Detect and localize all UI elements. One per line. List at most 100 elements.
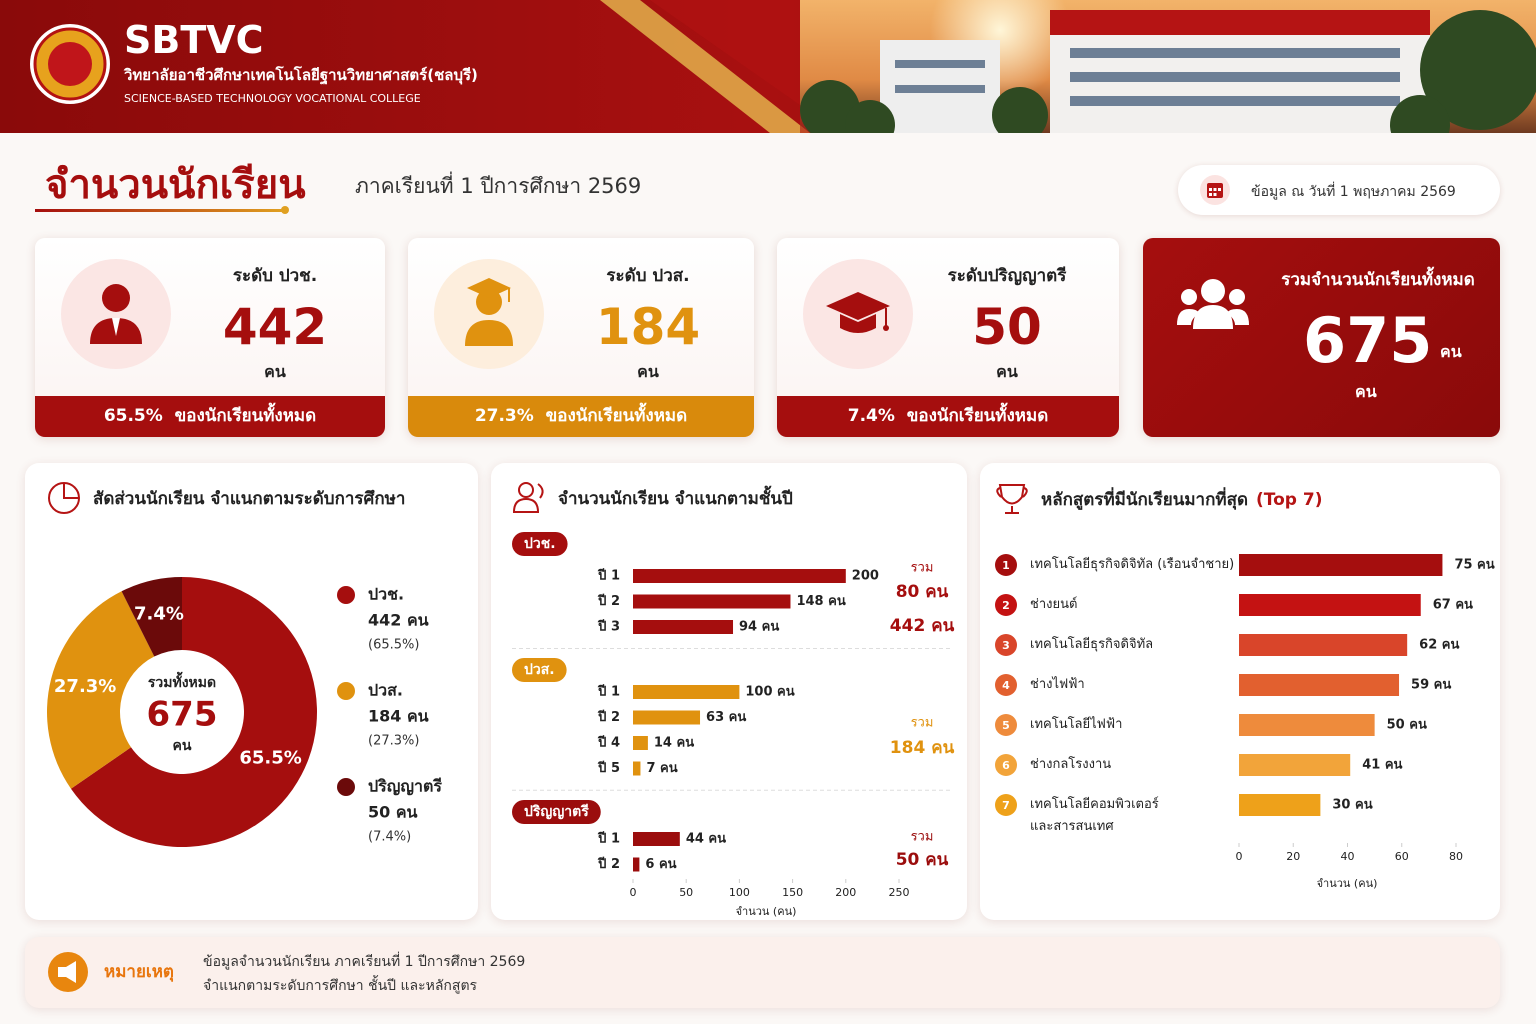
stat-card: ระดับปริญญาตรี 50 คน 7.4% ของนักเรียนทั้… <box>777 238 1119 437</box>
legend-label: ปริญญาตรี <box>368 777 442 797</box>
bar <box>633 620 734 634</box>
group-label: ปริญญาตรี <box>524 804 589 820</box>
bar <box>633 761 641 776</box>
value-label: 59 คน <box>1411 678 1451 693</box>
rank-number: 4 <box>1002 679 1010 692</box>
row-label: ปี 4 <box>597 735 620 751</box>
legend-label: ปวส. <box>368 681 403 700</box>
row-label: ปี 2 <box>597 709 620 725</box>
rank-badge <box>995 674 1017 696</box>
x-axis-label: จำนวน (คน) <box>1317 877 1378 890</box>
bar <box>1239 754 1351 776</box>
group-pill <box>512 532 568 556</box>
group-total: รวม <box>911 716 934 731</box>
card-icon <box>434 259 544 369</box>
card-icon <box>61 259 171 369</box>
legend-percent: (65.5%) <box>368 638 419 653</box>
rank-badge <box>995 754 1017 776</box>
rank-badge <box>995 634 1017 656</box>
rank-badge <box>995 594 1017 616</box>
chart-title: สัดส่วนนักเรียน จำแนกตามระดับการศึกษา <box>93 488 405 509</box>
slice-label: 65.5% <box>239 747 301 768</box>
value-label: 6 คน <box>645 857 676 872</box>
value-label: 67 คน <box>1433 598 1473 613</box>
rank-number: 2 <box>1002 599 1010 612</box>
row-label: ปี 2 <box>597 856 620 872</box>
slice-label: 7.4% <box>134 604 184 625</box>
row-label: ปี 1 <box>597 568 620 584</box>
legend-swatch <box>337 586 355 604</box>
value-label: 41 คน <box>1362 758 1402 773</box>
group-label: ปวช. <box>524 536 556 552</box>
page-title: จำนวนนักเรียน <box>45 162 306 208</box>
card-unit: คน <box>996 362 1018 381</box>
pie-slice <box>121 577 182 657</box>
legend-count: 50 คน <box>368 803 418 822</box>
category-label: เทคโนโลยีไฟฟ้า <box>1030 717 1123 732</box>
pie-slice <box>70 577 318 847</box>
legend-swatch <box>337 778 355 796</box>
x-tick-label: 0 <box>630 886 637 899</box>
title-main: หลักสูตรที่มีนักเรียนมากที่สุด <box>1041 487 1248 511</box>
bar <box>1239 554 1443 576</box>
rank-badge <box>995 714 1017 736</box>
card-footer: 7.4% ของนักเรียนทั้งหมด <box>777 396 1119 437</box>
x-tick-label: 200 <box>835 886 856 899</box>
value-label: 200 <box>852 569 879 584</box>
category-label: เทคโนโลยีธุรกิจดิจิทัล <box>1030 637 1154 652</box>
group-label: ปวส. <box>524 662 555 678</box>
bar <box>633 832 680 846</box>
value-label: 62 คน <box>1419 638 1459 653</box>
bar <box>1239 714 1375 736</box>
value-label: 44 คน <box>686 832 726 847</box>
bar <box>1239 634 1408 656</box>
college-th: วิทยาลัยอาชีวศึกษาเทคโนโลยีฐานวิทยาศาสตร… <box>124 66 478 84</box>
total-value: 675 <box>1303 304 1433 377</box>
card-value: 184 <box>595 298 701 356</box>
title-highlight: (Top 7) <box>1256 490 1322 510</box>
x-axis-label: จำนวน (คน) <box>736 905 797 918</box>
total-unit-below: คน <box>1355 382 1377 401</box>
chart-title: จำนวนนักเรียน จำแนกตามชั้นปี <box>558 485 793 509</box>
note-line: ข้อมูลจำนวนนักเรียน ภาคเรียนที่ 1 ปีการศ… <box>203 952 525 970</box>
chart-title: หลักสูตรที่มีนักเรียนมากที่สุด (Top 7) <box>1041 487 1322 511</box>
college-en: SCIENCE-BASED TECHNOLOGY VOCATIONAL COLL… <box>124 92 421 105</box>
megaphone <box>58 961 76 983</box>
card-footer-text: ของนักเรียนทั้งหมด <box>545 406 688 426</box>
group-total: 50 คน <box>896 850 949 870</box>
value-label: 7 คน <box>646 761 677 776</box>
legend-swatch <box>337 682 355 700</box>
rank-number: 7 <box>1002 799 1010 812</box>
panel-icons <box>48 482 1028 514</box>
date-badge: ข้อมูล ณ วันที่ 1 พฤษภาคม 2569 <box>1178 165 1500 215</box>
card-value: 442 <box>222 298 328 356</box>
center-value: 675 <box>147 695 218 735</box>
total-label: รวมจำนวนนักเรียนทั้งหมด <box>1281 270 1475 290</box>
rank-badge <box>995 554 1017 576</box>
stat-card: ระดับ ปวช. 442 คน 65.5% ของนักเรียนทั้งห… <box>35 238 385 437</box>
bar <box>633 736 648 750</box>
bar <box>633 594 791 609</box>
header-banner <box>0 0 1536 133</box>
center-label: รวมทั้งหมด <box>148 671 216 691</box>
x-tick-label: 0 <box>1236 850 1243 863</box>
underline-dot <box>281 206 289 214</box>
group-total: 184 คน <box>890 738 955 758</box>
rank-number: 6 <box>1002 759 1010 772</box>
card-footer: 27.3% ของนักเรียนทั้งหมด <box>408 396 754 437</box>
note-panel <box>25 937 1500 1008</box>
x-tick-label: 250 <box>889 886 910 899</box>
row-label: ปี 3 <box>597 619 620 635</box>
legend-percent: (27.3%) <box>368 734 419 749</box>
category-label: ช่างกลโรงงาน <box>1030 757 1112 772</box>
note-label: หมายเหตุ <box>104 962 174 982</box>
category-label: เทคโนโลยีคอมพิวเตอร์ และสารสนเทศ <box>1030 797 1159 834</box>
card-footer: 65.5% ของนักเรียนทั้งหมด <box>35 396 385 437</box>
value-label: 50 คน <box>1387 718 1427 733</box>
legend-count: 184 คน <box>368 707 429 726</box>
card-unit: คน <box>264 362 286 381</box>
value-label: 63 คน <box>706 710 746 725</box>
bar <box>633 685 740 699</box>
group-total: 80 คน <box>896 582 949 602</box>
